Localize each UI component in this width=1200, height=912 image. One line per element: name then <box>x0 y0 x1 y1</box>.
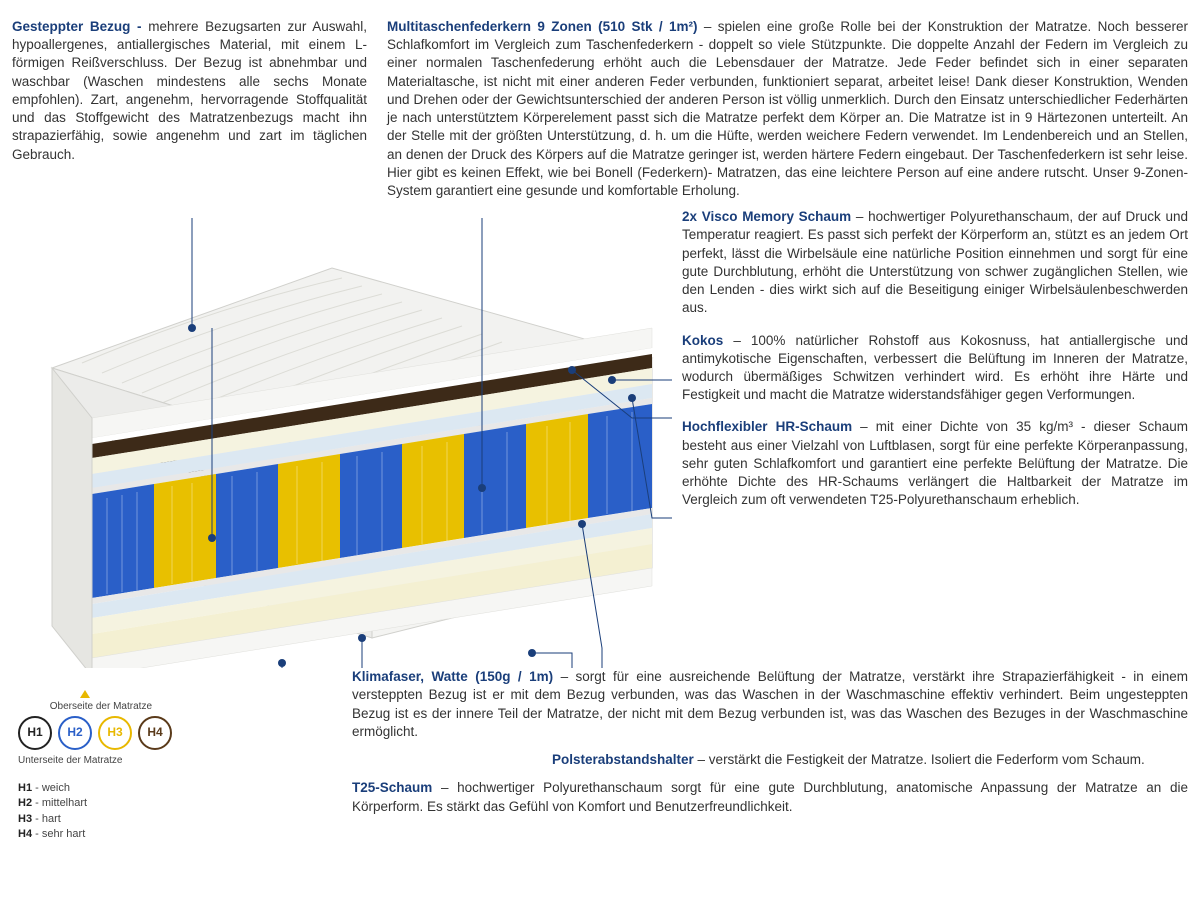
firmness-h1: H1 <box>18 716 52 750</box>
legend-top-label: Oberseite der Matratze <box>50 701 152 712</box>
legend-bot-label: Unterseite der Matratze <box>18 754 172 768</box>
kokos-body: – 100% natürlicher Rohstoff aus Kokosnus… <box>682 333 1188 403</box>
t25-title: T25-Schaum <box>352 780 432 795</box>
section-polster: Polsterabstandshalter – verstärkt die Fe… <box>552 751 1188 769</box>
kokos-title: Kokos <box>682 333 723 348</box>
section-visco: 2x Visco Memory Schaum – hochwertiger Po… <box>682 208 1188 317</box>
arrow-up-icon <box>80 690 90 698</box>
hr-title: Hochflexibler HR-Schaum <box>682 419 852 434</box>
federkern-title: Multitaschenfederkern 9 Zonen (510 Stk /… <box>387 19 697 34</box>
section-t25: T25-Schaum – hochwertiger Polyurethansch… <box>352 779 1188 815</box>
legend-keys: H1 - weich H2 - mittelhart H3 - hart H4 … <box>18 781 172 843</box>
t25-body: – hochwertiger Polyurethanschaum sorgt f… <box>352 780 1188 813</box>
bezug-body: mehrere Bezugsarten zur Auswahl, hypoall… <box>12 19 367 162</box>
klima-title: Klimafaser, Watte (150g / 1m) <box>352 669 553 684</box>
section-kokos: Kokos – 100% natürlicher Rohstoff aus Ko… <box>682 332 1188 405</box>
section-federkern: Multitaschenfederkern 9 Zonen (510 Stk /… <box>387 18 1188 200</box>
mattress-diagram-area <box>12 208 672 668</box>
firmness-h3: H3 <box>98 716 132 750</box>
firmness-legend: Oberseite der Matratze H1 H2 H3 H4 Unter… <box>18 690 172 843</box>
bezug-title: Gesteppter Bezug - <box>12 19 148 34</box>
firmness-h2: H2 <box>58 716 92 750</box>
polster-body: – verstärkt die Festigkeit der Matratze.… <box>694 752 1145 767</box>
federkern-body: – spielen eine große Rolle bei der Konst… <box>387 19 1188 198</box>
polster-title: Polsterabstandshalter <box>552 752 694 767</box>
visco-body: – hochwertiger Polyurethanschaum, der au… <box>682 209 1188 315</box>
section-klima: Klimafaser, Watte (150g / 1m) – sorgt fü… <box>352 668 1188 741</box>
section-bezug: Gesteppter Bezug - mehrere Bezugsarten z… <box>12 18 367 200</box>
section-hr: Hochflexibler HR-Schaum – mit einer Dich… <box>682 418 1188 509</box>
firmness-h4: H4 <box>138 716 172 750</box>
visco-title: 2x Visco Memory Schaum <box>682 209 851 224</box>
mattress-cutaway-svg <box>12 208 672 668</box>
